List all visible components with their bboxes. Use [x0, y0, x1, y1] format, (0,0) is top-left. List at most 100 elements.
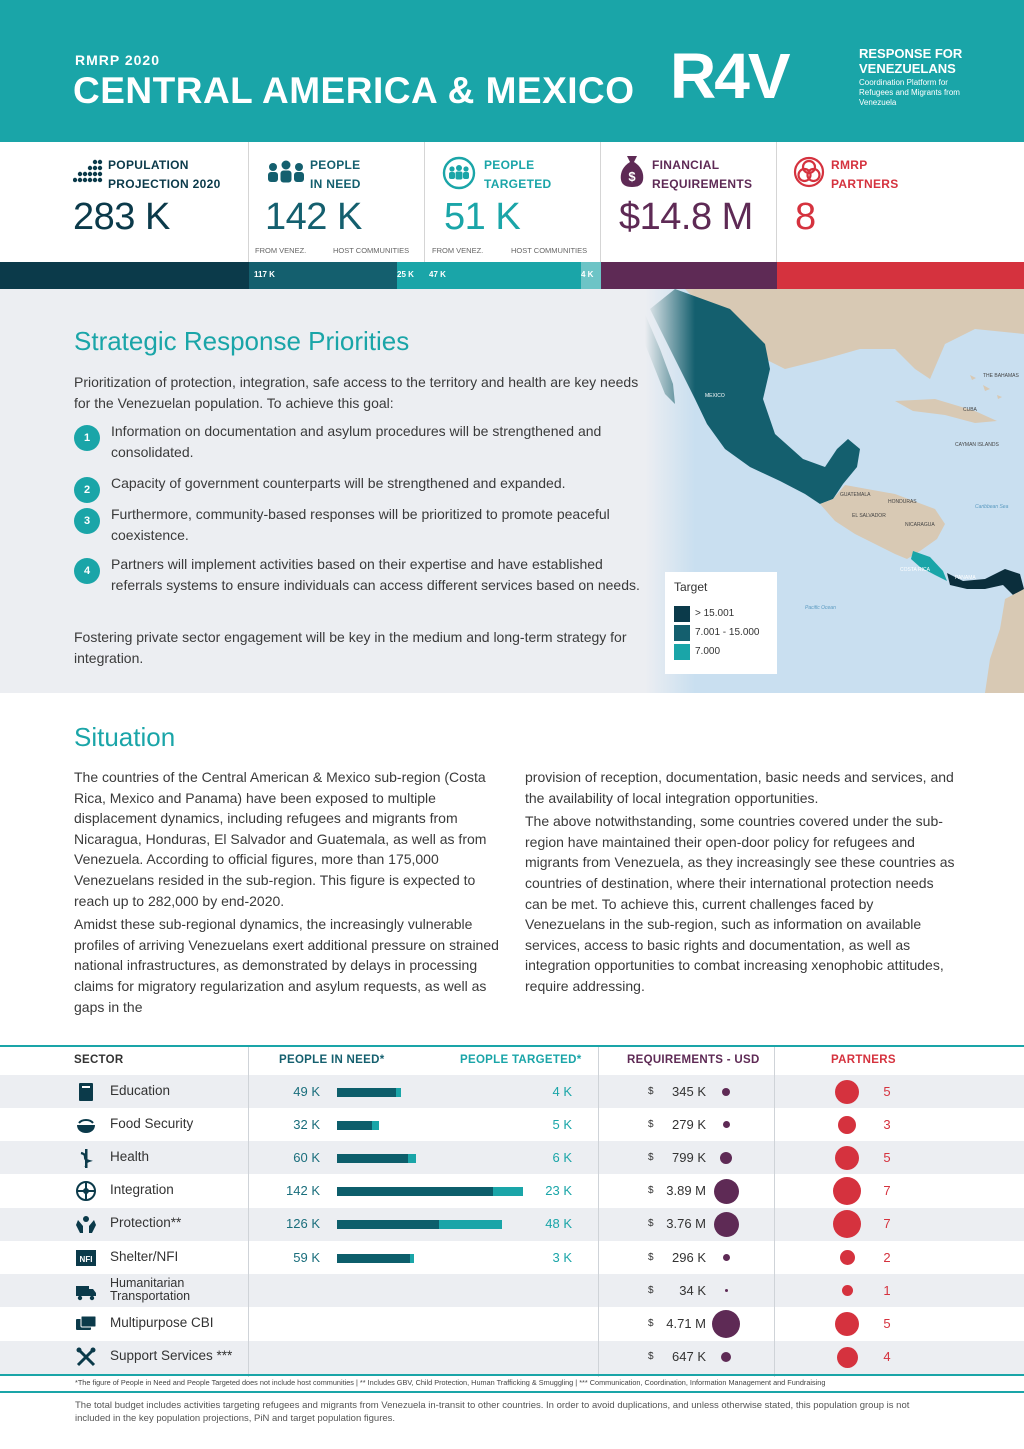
priority-item: 1 Information on documentation and asylu… — [74, 421, 644, 463]
table-top-rule — [0, 1045, 1024, 1047]
region-map: MEXICO GUATEMALA HONDURAS EL SALVADOR NI… — [645, 289, 1024, 693]
kpi-in-need-host-communities: HOST COMMUNITIES — [333, 246, 410, 255]
food-bowl-icon — [77, 1118, 95, 1133]
priority-text: Information on documentation and asylum … — [111, 423, 602, 460]
kpi-label-line: TARGETED — [484, 177, 552, 191]
partners-bubble — [839, 1250, 855, 1266]
sector-name: Shelter/NFI — [110, 1248, 179, 1264]
partners-bar — [777, 262, 1024, 289]
kpi-targeted-value: 51 K — [444, 196, 521, 238]
r4v-logo: R4V — [670, 40, 790, 112]
table-divider — [248, 1047, 249, 1377]
sector-name: Multipurpose CBI — [110, 1315, 214, 1330]
money-bag-icon: $ — [620, 156, 644, 187]
logo-line2: VENEZUELANS — [859, 61, 956, 76]
requirements-value: 647 K — [672, 1349, 706, 1365]
partners-rings-icon — [793, 156, 825, 188]
people-in-need-bar — [337, 1220, 439, 1230]
people-in-need-bar — [337, 1154, 408, 1163]
partners-bubble — [835, 1146, 859, 1170]
map-legend: Target > 15.001 7.001 - 15.000 7.000 — [665, 572, 777, 674]
kpi-targeted-host-communities: HOST COMMUNITIES — [511, 246, 588, 255]
svg-text:NFI: NFI — [80, 1255, 93, 1264]
kpi-in-need-label: PEOPLE IN NEED — [310, 156, 361, 194]
page-header: RMRP 2020 CENTRAL AMERICA & MEXICO R4V R… — [0, 0, 1024, 142]
people-in-need-bar — [337, 1253, 410, 1263]
partners-bubble — [836, 1346, 858, 1368]
requirements-value: 3.76 M — [666, 1216, 706, 1232]
people-targeted-value: 5 K — [552, 1116, 572, 1132]
people-target-icon — [442, 156, 476, 190]
map-svg: MEXICO GUATEMALA HONDURAS EL SALVADOR NI… — [645, 289, 1024, 693]
priority-text: Partners will implement activities based… — [111, 556, 640, 593]
kpi-label-line: PARTNERS — [831, 177, 899, 191]
table-divider — [598, 1047, 599, 1377]
th-people-in-need: PEOPLE IN NEED* — [279, 1054, 385, 1066]
requirements-value: 34 K — [679, 1282, 706, 1298]
partners-bubble — [841, 1285, 853, 1297]
currency-symbol: $ — [648, 1284, 654, 1296]
priority-item: 4 Partners will implement activities bas… — [74, 554, 644, 617]
people-in-need-value: 142 K — [286, 1183, 320, 1199]
th-partners: PARTNERS — [831, 1054, 896, 1066]
currency-symbol: $ — [648, 1318, 654, 1329]
sector-name: Humanitarian Transportation — [110, 1275, 191, 1303]
requirements-bubble — [722, 1121, 730, 1129]
sector-name: Education — [110, 1082, 171, 1098]
map-label-cayman: CAYMAN ISLANDS — [955, 442, 999, 448]
strategic-intro: Prioritization of protection, integratio… — [74, 374, 639, 411]
th-sector: SECTOR — [74, 1054, 124, 1066]
people-in-need-value: 59 K — [293, 1249, 320, 1265]
currency-symbol: $ — [648, 1351, 654, 1363]
requirements-bubble — [720, 1152, 732, 1164]
shelter-nfi-icon: NFI — [76, 1249, 96, 1266]
requirements-value: 4.71 M — [666, 1316, 706, 1331]
people-targeted-value: 6 K — [552, 1150, 572, 1165]
panama-area — [947, 569, 1024, 599]
legend-label: > 15.001 — [695, 608, 735, 619]
people-in-need-value: 126 K — [286, 1216, 320, 1232]
targeted-host-segment — [581, 262, 601, 289]
kpi-partners-value: 8 — [795, 196, 816, 238]
partners-bubble — [833, 1177, 861, 1206]
partners-value: 1 — [883, 1282, 891, 1298]
targeted-from-venez-value: 47 K — [429, 270, 446, 279]
footnote-rule — [0, 1391, 1024, 1393]
map-label-costa-rica: COSTA RICA — [900, 567, 931, 573]
sector-name: Food Security — [110, 1115, 194, 1131]
logo-caption: Coordination Platform for Refugees and M… — [859, 78, 960, 107]
legend-swatch — [674, 625, 690, 641]
priority-item: 3 Furthermore, community-based responses… — [74, 504, 644, 546]
people-in-need-bar — [337, 1087, 396, 1097]
partners-value: 5 — [883, 1316, 891, 1331]
kpi-in-need-from-venez: FROM VENEZ. — [255, 246, 307, 255]
map-label-cuba: CUBA — [963, 407, 978, 413]
situation-paragraph: provision of reception, documentation, b… — [525, 769, 954, 806]
people-in-need-value: 49 K — [293, 1083, 320, 1099]
map-label-mexico: MEXICO — [705, 393, 725, 399]
requirements-bubble — [712, 1310, 740, 1338]
population-bar — [0, 262, 249, 289]
legend-label: 7.000 — [695, 646, 721, 657]
costa-rica-area — [911, 551, 947, 581]
legend-item: > 15.001 — [674, 606, 784, 622]
partners-value: 7 — [883, 1183, 891, 1199]
map-label-pacific: Pacific Ocean — [805, 605, 836, 611]
priority-text: Furthermore, community-based responses w… — [111, 506, 610, 543]
people-targeted-value: 23 K — [545, 1183, 572, 1199]
requirements-bubble — [713, 1178, 739, 1204]
strategic-title: Strategic Response Priorities — [74, 326, 410, 356]
kpi-label-line: IN NEED — [310, 177, 361, 191]
bottom-note: The total budget includes activities tar… — [75, 1400, 910, 1424]
truck-icon — [76, 1285, 96, 1300]
situation-title: Situation — [74, 722, 176, 752]
requirements-value: 296 K — [672, 1249, 706, 1265]
people-in-need-value: 32 K — [293, 1116, 320, 1132]
kpi-targeted: PEOPLE TARGETED 51 K FROM VENEZ. HOST CO… — [425, 142, 601, 262]
th-people-targeted: PEOPLE TARGETED* — [460, 1054, 582, 1066]
cash-cards-icon — [76, 1315, 97, 1330]
requirements-bubble — [721, 1352, 731, 1363]
currency-symbol: $ — [648, 1218, 654, 1230]
kpi-label-line: PROJECTION 2020 — [108, 177, 221, 191]
kpi-population-label: POPULATION PROJECTION 2020 — [108, 156, 221, 194]
